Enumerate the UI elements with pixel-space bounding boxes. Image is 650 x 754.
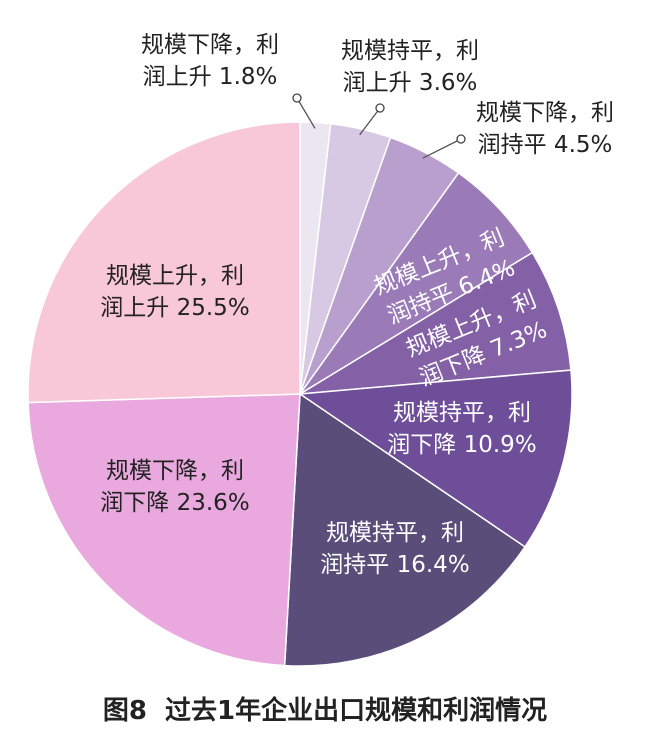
slice-label: 规模下降，利润下降 23.6%	[100, 458, 249, 516]
pie-slice	[299, 251, 572, 395]
slice-label: 规模持平，利润持平 16.4%	[320, 520, 469, 578]
slice-label: 规模上升，利润上升 25.5%	[100, 263, 249, 321]
slice-label: 规模持平，利润上升 3.6%	[341, 38, 479, 96]
figure-number: 图8	[102, 696, 147, 726]
leader-line	[422, 138, 462, 159]
pie-slice	[283, 392, 527, 667]
pie-slice	[27, 121, 301, 404]
pie-slice	[297, 369, 573, 548]
leader-dot	[292, 93, 302, 103]
figure-caption: 图8 过去1年企业出口规模和利润情况	[0, 690, 650, 727]
slice-label: 规模持平，利润下降 10.9%	[387, 400, 536, 458]
figure-title: 过去1年企业出口规模和利润情况	[165, 696, 548, 726]
leader-dot	[375, 103, 385, 113]
leader-line	[296, 97, 316, 129]
slice-label: 规模下降，利润上升 1.8%	[141, 32, 279, 90]
pie-slice	[27, 393, 301, 667]
leader-line	[359, 107, 381, 136]
slice-label: 规模下降，利润持平 4.5%	[476, 100, 614, 158]
leader-dot	[456, 134, 466, 144]
